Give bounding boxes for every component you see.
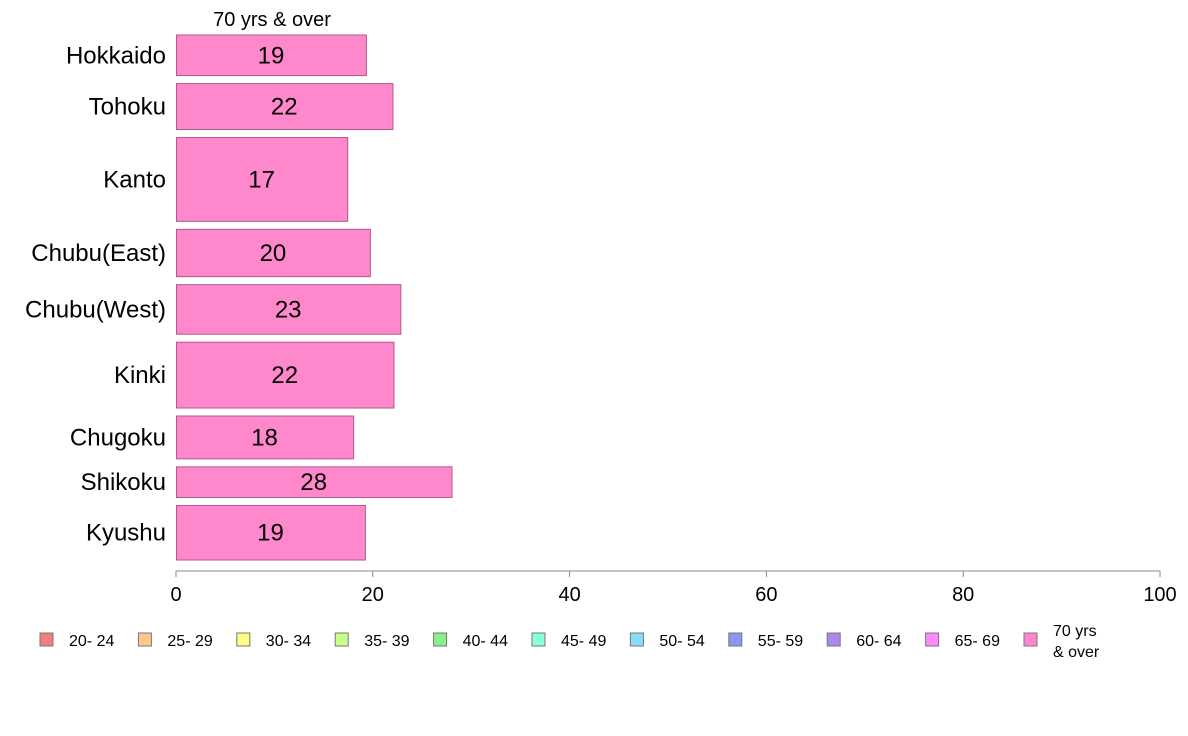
legend-label: 45- 49 [561,633,606,650]
category-label: Chubu(East) [31,240,166,267]
x-tick-label: 20 [362,584,384,606]
category-label: Chugoku [70,424,166,451]
legend-swatch [728,632,743,647]
data-label: 20 [260,240,287,267]
bar-chugoku [176,415,355,460]
category-label: Kinki [114,362,166,389]
bar-chubu-west- [176,284,402,335]
legend: 20- 24 25- 29 30- 34 35- 39 40- 44 45- 49 50- … [39,623,1100,661]
x-tick-label: 0 [170,584,181,606]
legend-swatch [1023,632,1038,647]
bar-shikoku [176,466,453,498]
legend-swatch [531,632,546,647]
data-label: 28 [300,469,327,496]
legend-label: 40- 44 [463,633,508,650]
legend-label: 55- 59 [758,633,803,650]
bar-tohoku [176,83,394,131]
data-label: 17 [248,166,275,193]
legend-label: 60- 64 [856,633,901,650]
bar-kyushu [176,504,366,561]
legend-label: 35- 39 [364,633,409,650]
legend-label: 25- 29 [167,633,212,650]
x-tick-label: 80 [952,584,974,606]
bars-group: 19 Hokkaido 22 Tohoku 17 Kanto 20 Chubu(East) 23… [25,34,453,561]
x-axis: 0 20 40 60 80 100 [170,570,1177,606]
category-label: Hokkaido [66,42,166,69]
data-label: 22 [271,94,298,121]
category-label: Shikoku [81,469,166,496]
legend-label: 50- 54 [659,633,704,650]
x-tick-label: 40 [558,584,580,606]
legend-swatch [39,632,54,647]
data-label: 19 [258,42,285,69]
legend-label: 30- 34 [266,633,311,650]
category-label: Chubu(West) [25,296,166,323]
bar-hokkaido [176,34,367,77]
data-label: 19 [257,520,284,547]
bar-chubu-east- [176,228,371,278]
legend-label: 20- 24 [69,633,114,650]
legend-swatch [925,632,940,647]
series-title: 70 yrs & over [213,9,331,31]
legend-swatch [137,632,152,647]
bar-kanto [176,137,349,222]
bar-kinki [176,341,395,409]
legend-swatch [433,632,448,647]
category-label: Kyushu [86,520,166,547]
category-label: Tohoku [89,94,166,121]
legend-swatch [334,632,349,647]
x-tick-label: 60 [755,584,777,606]
x-tick-label: 100 [1143,584,1176,606]
data-label: 22 [271,362,298,389]
legend-swatch [236,632,251,647]
legend-label: 70 yrs [1053,623,1097,640]
legend-swatch [826,632,841,647]
legend-label: & over [1053,644,1100,661]
data-label: 23 [275,296,302,323]
data-label: 18 [251,424,278,451]
legend-label: 65- 69 [955,633,1000,650]
legend-swatch [629,632,644,647]
category-label: Kanto [103,166,166,193]
